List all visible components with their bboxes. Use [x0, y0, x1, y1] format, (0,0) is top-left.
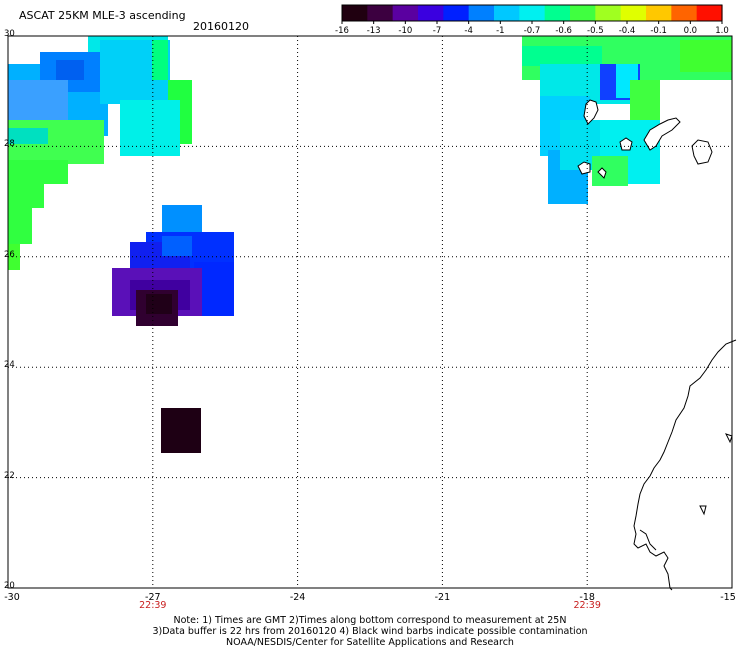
latitude-label: 22 — [4, 470, 15, 481]
colorbar-swatch — [646, 5, 672, 21]
swath-northeast — [522, 36, 732, 204]
colorbar-label: -0.1 — [650, 26, 667, 36]
colorbar-label: 0.0 — [683, 26, 698, 36]
colorbar-swatch — [570, 5, 596, 21]
colorbar-swatch — [418, 5, 444, 21]
longitude-label: -15 — [720, 592, 736, 603]
time-label: 22:39 — [139, 600, 167, 611]
longitude-label: -30 — [4, 592, 20, 603]
colorbar-swatch — [392, 5, 419, 21]
colorbar-swatch — [620, 5, 647, 21]
colorbar-label: -4 — [464, 26, 473, 36]
colorbar-swatch — [367, 5, 394, 21]
data-swaths — [8, 36, 732, 453]
colorbar-swatch — [342, 5, 368, 21]
latitude-label: 26 — [4, 249, 15, 260]
colorbar-label: -13 — [366, 26, 381, 36]
colorbar-swatch — [443, 5, 470, 21]
colorbar-label: -0.5 — [587, 26, 604, 36]
coastlines — [577, 99, 737, 591]
colorbar-swatch — [544, 5, 571, 21]
swath-central — [112, 205, 234, 326]
graticule — [7, 35, 733, 589]
longitude-label: -24 — [289, 592, 306, 603]
colorbar — [341, 4, 723, 24]
latitude-label: 20 — [4, 581, 15, 591]
note-line-3: NOAA/NESDIS/Center for Satellite Applica… — [226, 637, 514, 648]
colorbar-label: -7 — [432, 26, 442, 36]
colorbar-label: -0.4 — [618, 26, 636, 36]
colorbar-swatch — [595, 5, 622, 21]
colorbar-swatch — [519, 5, 546, 21]
longitude-label: -21 — [434, 592, 451, 603]
colorbar-label: -1 — [496, 26, 505, 36]
latitude-label: 30 — [4, 29, 15, 39]
note-line-2: 3)Data buffer is 22 hrs from 20160120 4)… — [152, 626, 588, 637]
colorbar-label: -0.7 — [523, 26, 541, 36]
colorbar-swatch — [468, 5, 495, 21]
colorbar-swatch — [494, 5, 520, 21]
note-line-1: Note: 1) Times are GMT 2)Times along bot… — [173, 615, 567, 626]
swath-northwest — [8, 36, 192, 270]
longitude-label: -18 — [579, 592, 595, 603]
swath-isolated — [161, 408, 201, 453]
colorbar-swatch — [671, 5, 698, 21]
latitude-label: 28 — [4, 139, 15, 150]
colorbar-label: -16 — [335, 26, 349, 36]
longitude-label: -27 — [145, 592, 161, 603]
map-title: ASCAT 25KM MLE-3 ascending — [19, 9, 186, 22]
colorbar-swatch — [696, 5, 723, 21]
colorbar-label: -0.6 — [555, 26, 572, 36]
colorbar-label: -10 — [398, 26, 413, 36]
latitude-label: 24 — [4, 360, 15, 371]
time-label: 22:39 — [573, 600, 601, 611]
map-date: 20160120 — [193, 20, 249, 33]
colorbar-label: 1.0 — [715, 26, 729, 36]
